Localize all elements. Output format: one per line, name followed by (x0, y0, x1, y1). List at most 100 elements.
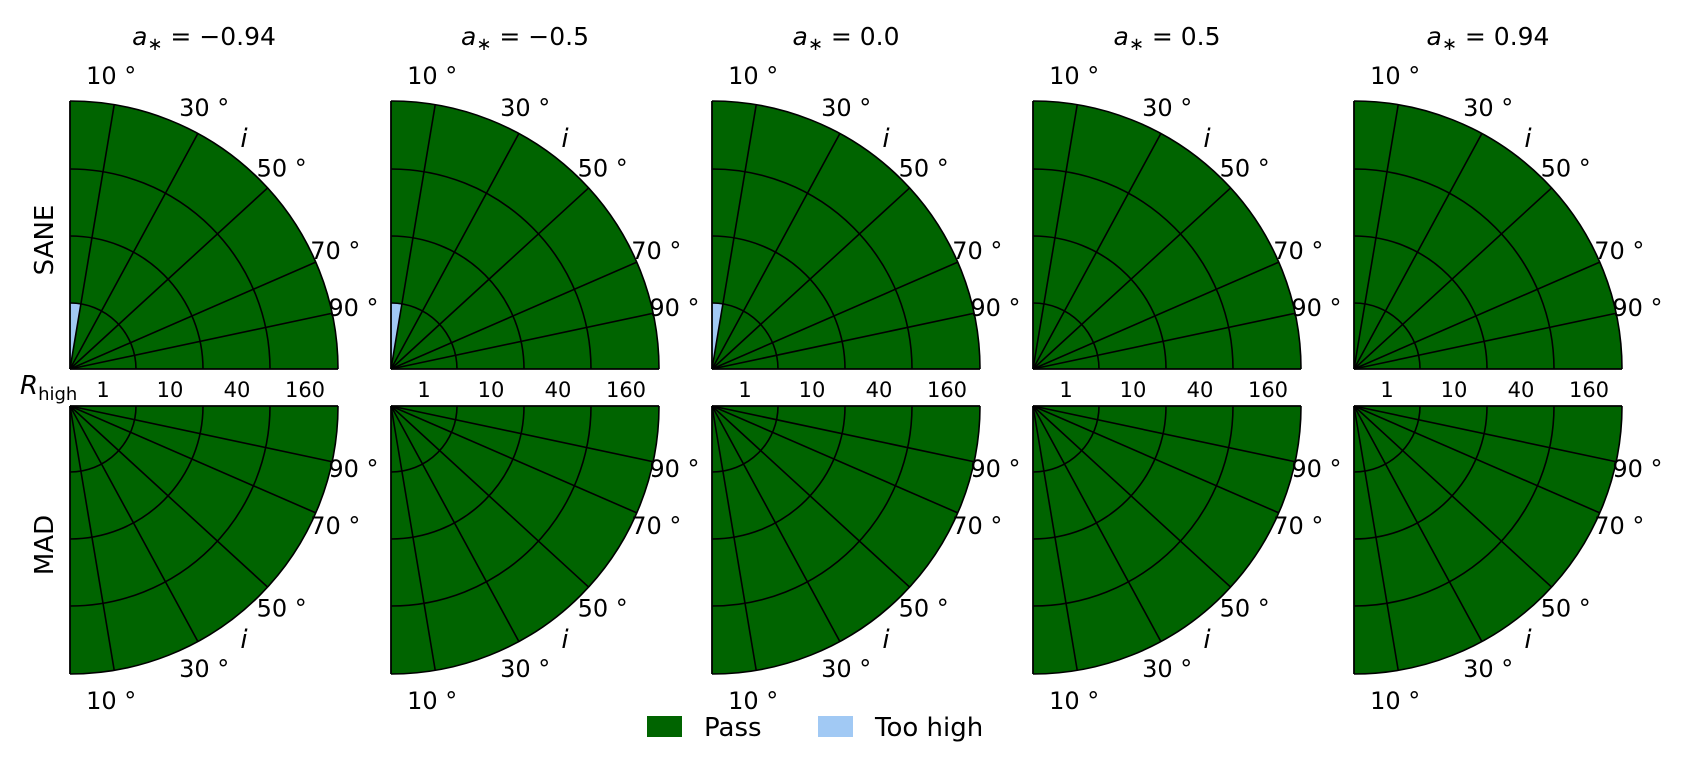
legend-swatch-pass (647, 716, 682, 737)
column-title: a∗ = −0.94 (132, 22, 276, 55)
legend-label-too-high: Too high (874, 713, 983, 743)
angular-grid-spoke (390, 261, 638, 370)
radial-grid-ring (390, 405, 592, 607)
column-title: a∗ = 0.5 (1113, 22, 1220, 55)
cell-fill-pass (712, 101, 980, 369)
radial-tick-label: 160 (285, 378, 325, 402)
angular-tick-label: 30 ° (1463, 655, 1513, 683)
radial-grid-ring (390, 168, 592, 370)
radial-grid-ring (1353, 405, 1421, 473)
angular-grid-spoke (69, 261, 317, 370)
legend: Pass Too high (647, 713, 983, 743)
radial-axis-label-symbol: R (20, 371, 38, 401)
radial-tick-label: 160 (606, 378, 646, 402)
angular-tick-label: 50 ° (1220, 594, 1270, 622)
radial-grid-ring (69, 100, 339, 370)
legend-swatch-too-high (818, 716, 853, 737)
angular-tick-label: 10 ° (1049, 687, 1099, 715)
cell-fill-pass (70, 101, 338, 369)
radial-tick-label: 160 (927, 378, 967, 402)
angular-tick-label: 90 ° (1612, 455, 1662, 483)
angular-grid-spoke (1353, 405, 1601, 514)
radial-tick-label: 1 (96, 378, 109, 402)
radial-grid-ring (69, 302, 137, 370)
angular-tick-label: 10 ° (1370, 62, 1420, 90)
angular-grid-spoke (1032, 405, 1280, 514)
angular-grid-spoke (69, 133, 199, 370)
radial-axis-label-subscript: high (38, 384, 77, 405)
radial-tick-label: 10 (1120, 378, 1147, 402)
angular-tick-label: 70 ° (1594, 237, 1644, 265)
angular-tick-label: 30 ° (1142, 655, 1192, 683)
angular-axis-label: i (1524, 625, 1532, 655)
angular-grid-spoke (711, 133, 841, 370)
radial-tick-label: 40 (1187, 378, 1214, 402)
angular-grid-spoke (390, 405, 654, 463)
angular-grid-spoke (390, 405, 520, 642)
angular-tick-label: 10 ° (1370, 687, 1420, 715)
angular-tick-label: 30 ° (1463, 94, 1513, 122)
angular-grid-spoke (1353, 312, 1617, 370)
radial-grid-ring (1032, 405, 1302, 675)
angular-tick-label: 10 ° (1049, 62, 1099, 90)
angular-grid-spoke (1032, 133, 1162, 370)
radial-grid-ring (711, 405, 779, 473)
row-label-mad: MAD (30, 515, 60, 575)
angular-grid-spoke (69, 405, 269, 588)
cell-fill-pass (1354, 101, 1622, 369)
angular-grid-spoke (1032, 405, 1296, 463)
radial-tick-label: 160 (1569, 378, 1609, 402)
radial-grid-ring (711, 168, 913, 370)
cell-fill-pass (391, 101, 659, 369)
cell-fill-pass (1354, 406, 1622, 674)
angular-axis-label: i (1203, 124, 1211, 154)
panel-sane-2: 10 ° 30 ° 50 ° 70 ° 90 ° i 1 10 40 160 a∗ = −0.5 (390, 22, 700, 402)
angular-tick-label: 50 ° (578, 155, 628, 183)
angular-tick-label: 90 ° (328, 294, 378, 322)
angular-grid-spoke (711, 405, 959, 514)
angular-tick-label: 30 ° (179, 94, 229, 122)
angular-grid-spoke (1032, 405, 1162, 642)
angular-grid-spoke (1032, 405, 1232, 588)
angular-grid-spoke (711, 405, 841, 642)
angular-tick-label: 10 ° (407, 687, 457, 715)
row-label-sane: SANE (30, 205, 60, 276)
angular-tick-label: 30 ° (179, 655, 229, 683)
angular-tick-label: 90 ° (970, 294, 1020, 322)
angular-tick-label: 30 ° (821, 655, 871, 683)
radial-grid-ring (1353, 405, 1555, 607)
angular-axis-label: i (1203, 625, 1211, 655)
radial-tick-label: 10 (478, 378, 505, 402)
radial-grid-ring (711, 405, 981, 675)
angular-tick-label: 10 ° (407, 62, 457, 90)
angular-grid-spoke (1353, 187, 1553, 370)
angular-tick-label: 50 ° (899, 594, 949, 622)
angular-tick-label: 70 ° (1273, 512, 1323, 540)
radial-tick-label: 40 (545, 378, 572, 402)
angular-axis-label: i (240, 625, 248, 655)
angular-grid-spoke (711, 312, 975, 370)
column-title: a∗ = 0.0 (792, 22, 899, 55)
angular-grid-spoke (390, 405, 437, 671)
angular-tick-label: 30 ° (500, 655, 550, 683)
cell-fill-pass (1033, 101, 1301, 369)
radial-grid-ring (1032, 405, 1100, 473)
angular-grid-spoke (69, 405, 333, 463)
panel-mad-1: 10 ° 30 ° 50 ° 70 ° 90 ° i (69, 405, 379, 715)
angular-grid-spoke (1353, 405, 1553, 588)
angular-tick-label: 70 ° (310, 237, 360, 265)
radial-tick-label: 10 (799, 378, 826, 402)
radial-grid-ring (711, 100, 981, 370)
panel-sane-4: 10 ° 30 ° 50 ° 70 ° 90 ° i 1 10 40 160 a∗ = 0.5 (1032, 22, 1342, 402)
angular-axis-label: i (561, 625, 569, 655)
angular-tick-label: 50 ° (1541, 155, 1591, 183)
radial-tick-label: 1 (738, 378, 751, 402)
angular-grid-spoke (390, 104, 437, 370)
angular-grid-spoke (390, 187, 590, 370)
angular-axis-label: i (240, 124, 248, 154)
angular-tick-label: 30 ° (1142, 94, 1192, 122)
radial-tick-label: 40 (224, 378, 251, 402)
panel-mad-2: 10 ° 30 ° 50 ° 70 ° 90 ° i (390, 405, 700, 715)
angular-grid-spoke (69, 312, 333, 370)
